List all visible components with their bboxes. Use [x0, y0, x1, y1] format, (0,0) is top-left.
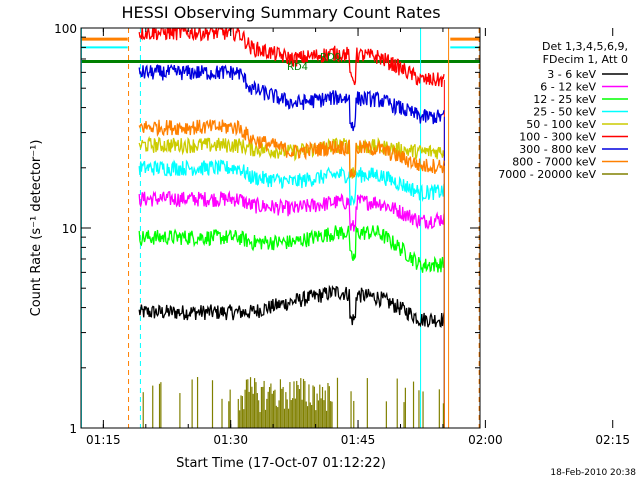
y-axis-ticks: 1 10 100: [54, 22, 480, 436]
x-tick-label: 02:00: [468, 433, 503, 447]
legend-label: 100 - 300 keV: [519, 131, 596, 144]
y-axis-label: Count Rate (s⁻¹ detector⁻¹): [29, 140, 44, 317]
series-5: [138, 28, 445, 428]
series-line: [138, 225, 445, 273]
x-axis-label: Start Time (17-Oct-07 01:12:22): [176, 456, 386, 471]
legend-label: 300 - 800 keV: [519, 143, 596, 156]
legend-label: 800 - 7000 keV: [512, 156, 596, 169]
legend-label: 25 - 50 keV: [533, 106, 596, 119]
series-line: [138, 159, 445, 206]
chart-title: HESSI Observing Summary Count Rates: [121, 3, 440, 22]
timestamp: 18-Feb-2010 20:38: [550, 468, 636, 478]
series-3: [138, 159, 445, 428]
data-layer: [81, 28, 480, 428]
legend-label: 6 - 12 keV: [540, 81, 596, 94]
annotation-rd0: RD0: [320, 52, 341, 63]
legend-header-1: Det 1,3,4,5,6,9,: [542, 40, 628, 53]
legend-label: 3 - 6 keV: [547, 68, 596, 81]
series-line: [138, 284, 445, 328]
x-tick-label: 01:30: [213, 433, 248, 447]
annotation-rd4: RD4: [287, 62, 308, 73]
legend-label: 7000 - 20000 keV: [498, 168, 596, 181]
series-line: [138, 28, 445, 87]
legend-label: 50 - 100 keV: [526, 118, 596, 131]
x-tick-label: 01:15: [86, 433, 121, 447]
legend-label: 12 - 25 keV: [533, 93, 596, 106]
series-8: [142, 377, 445, 428]
y-tick-label: 100: [54, 22, 77, 36]
series-line: [138, 190, 445, 232]
series-line: [138, 119, 445, 179]
y-tick-label: 10: [62, 222, 77, 236]
y-tick-label: 1: [69, 422, 77, 436]
legend: Det 1,3,4,5,6,9, FDecim 1, Att 0 3 - 6 k…: [498, 40, 628, 181]
series-line: [138, 63, 445, 132]
series-2: [138, 225, 445, 428]
x-tick-label: 01:45: [341, 433, 376, 447]
series-7: [138, 119, 445, 428]
x-tick-label: 02:15: [595, 433, 630, 447]
legend-header-2: FDecim 1, Att 0: [543, 53, 628, 66]
